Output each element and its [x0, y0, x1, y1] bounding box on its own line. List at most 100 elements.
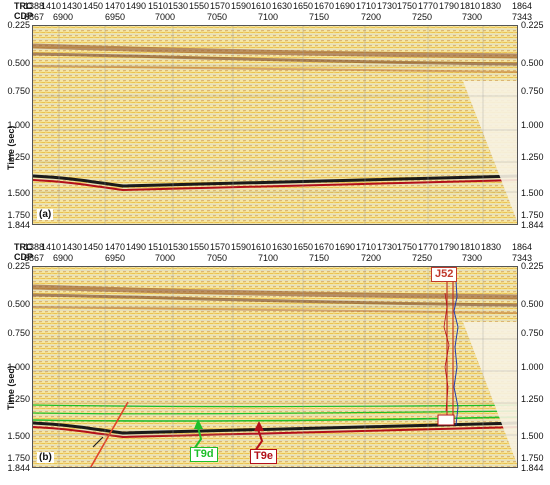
horizon-label-t9e: T9e [250, 449, 277, 464]
panel-a-trc-value: 1710 [356, 1, 377, 11]
panel-b-trc-value: 1750 [397, 242, 418, 252]
panel-b-time-tick-left: 0.225 [7, 261, 30, 271]
panel-a-cdp-value: 7150 [309, 12, 330, 22]
panel-a-time-tick-right: 1.844 [521, 220, 544, 230]
panel-b-trc-value: 1630 [272, 242, 293, 252]
panel-b-trc-value: 1430 [62, 242, 83, 252]
panel-a-trc-value: 1810 [460, 1, 481, 11]
t9d-arrow-head [194, 419, 203, 429]
panel-a-cdp-value: 7343 [512, 12, 533, 22]
panel-a-trc-value: 1730 [377, 1, 398, 11]
panel-b-time-tick-left: 1.250 [7, 394, 30, 405]
seismic-section-a: (a) [32, 25, 518, 225]
panel-b-trc-value: 1710 [356, 242, 377, 252]
panel-a-trc-value: 1430 [62, 1, 83, 11]
panel-b-time-tick-left: 0.500 [7, 299, 30, 310]
panel-b-trc-value: 1450 [83, 242, 104, 252]
panel-a-time-tick-left: 1.844 [7, 220, 30, 230]
panel-b-cdp-value: 7050 [207, 253, 228, 263]
panel-b-time-tick-right: 1.750 [521, 452, 544, 463]
panel-b-time-tick-right: 1.250 [521, 394, 544, 405]
panel-b-trc-value: 1690 [335, 242, 356, 252]
panel-b-cdp-value: 7250 [412, 253, 433, 263]
panel-b-cdp-value: 6950 [105, 253, 126, 263]
panel-a-trc-value: 1388 [24, 1, 45, 11]
panel-b-trc-value: 1570 [210, 242, 231, 252]
panel-a-trc-value: 1530 [168, 1, 189, 11]
panel-b-trc-value: 1550 [189, 242, 210, 252]
panel-a-cdp-value: 7250 [412, 12, 433, 22]
panel-b-time-tick-right: 0.225 [521, 261, 544, 271]
panel-a-trc-value: 1410 [41, 1, 62, 11]
t9e-arrow-head [254, 421, 264, 431]
panel-b-trc-value: 1770 [418, 242, 439, 252]
panel-b-time-tick-right: 0.750 [521, 327, 544, 338]
panel-a-time-tick-right: 1.000 [521, 120, 544, 130]
panel-b-cdp-value: 7100 [258, 253, 279, 263]
panel-a-trc-value: 1690 [335, 1, 356, 11]
panel-b-trc-value: 1510 [148, 242, 169, 252]
horizon-label-t9d: T9d [190, 447, 218, 462]
panel-b-cdp-value: 6867 [24, 253, 45, 263]
panel-a-time-tick-right: 0.500 [521, 58, 544, 68]
panel-b-trc-value: 1650 [293, 242, 314, 252]
panel-b-time-tick-left: 1.500 [7, 430, 30, 441]
panel-a-time-tick-left: 1.500 [7, 188, 30, 198]
panel-a-trc-value: 1510 [148, 1, 169, 11]
panel-b-cdp-value: 7150 [309, 253, 330, 263]
well-logs-j52 [437, 280, 459, 426]
panel-b-trc-value: 1470 [105, 242, 126, 252]
time-axis-label-a: Time (sec) [6, 125, 16, 170]
panel-a-trc-value: 1790 [439, 1, 460, 11]
panel-a-cdp-value: 7200 [361, 12, 382, 22]
trc-label-b: TRC [14, 242, 33, 252]
panel-b-trc-value: 1490 [126, 242, 147, 252]
panel-a-cdp-value: 7000 [155, 12, 176, 22]
panel-a-trc-value: 1650 [293, 1, 314, 11]
panel-b-trc-value: 1730 [377, 242, 398, 252]
panel-a-trc-value: 1590 [231, 1, 252, 11]
panel-a: TRC CDP [0, 0, 550, 240]
panel-a-cdp-value: 7300 [462, 12, 483, 22]
panel-a-trc-value: 1610 [251, 1, 272, 11]
panel-a-trc-value: 1750 [397, 1, 418, 11]
panel-b-cdp-value: 7343 [512, 253, 533, 263]
cdp-label-b: CDP [14, 252, 34, 262]
panel-a-time-tick-left: 0.750 [7, 86, 30, 96]
panel-a-cdp-value: 7050 [207, 12, 228, 22]
panel-a-time-tick-left: 0.225 [7, 20, 30, 30]
panel-b-time-tick-left: 0.750 [7, 327, 30, 338]
panel-a-trc-value: 1490 [126, 1, 147, 11]
panel-a-time-tick-right: 1.250 [521, 152, 544, 162]
panel-b-time-tick-right: 1.844 [521, 463, 544, 473]
panel-b-trc-value: 1590 [231, 242, 252, 252]
panel-b-tag: (b) [37, 452, 54, 463]
panel-b: TRC CDP [0, 240, 550, 485]
panel-b-cdp-value: 6900 [53, 253, 74, 263]
panel-a-cdp-value: 6867 [24, 12, 45, 22]
panel-a-trc-value: 1450 [83, 1, 104, 11]
seismic-image-a [33, 26, 517, 224]
well-label-j52: J52 [431, 267, 458, 282]
panel-a-trc-value: 1630 [272, 1, 293, 11]
panel-b-trc-value: 1610 [251, 242, 272, 252]
panel-b-cdp-value: 7200 [361, 253, 382, 263]
panel-a-time-tick-left: 1.250 [7, 152, 30, 162]
panel-b-trc-value: 1810 [460, 242, 481, 252]
fault-line [89, 401, 129, 467]
panel-a-trc-value: 1570 [210, 1, 231, 11]
panel-a-time-tick-right: 1.500 [521, 188, 544, 198]
seismic-section-b: (b) J52 T9d T9e [32, 266, 518, 468]
panel-a-time-tick-left: 1.750 [7, 210, 30, 220]
panel-b-trc-value: 1530 [168, 242, 189, 252]
panel-b-time-tick-left: 1.750 [7, 452, 30, 463]
panel-b-cdp-value: 7000 [155, 253, 176, 263]
panel-a-time-tick-left: 1.000 [7, 120, 30, 130]
panel-a-time-tick-right: 1.750 [521, 210, 544, 220]
panel-a-time-tick-left: 0.500 [7, 58, 30, 68]
panel-b-time-tick-left: 1.844 [7, 463, 30, 473]
panel-a-trc-value: 1830 [481, 1, 502, 11]
panel-a-time-tick-right: 0.225 [521, 20, 544, 30]
panel-a-trc-value: 1864 [512, 1, 533, 11]
cdp-label: CDP [14, 11, 34, 21]
